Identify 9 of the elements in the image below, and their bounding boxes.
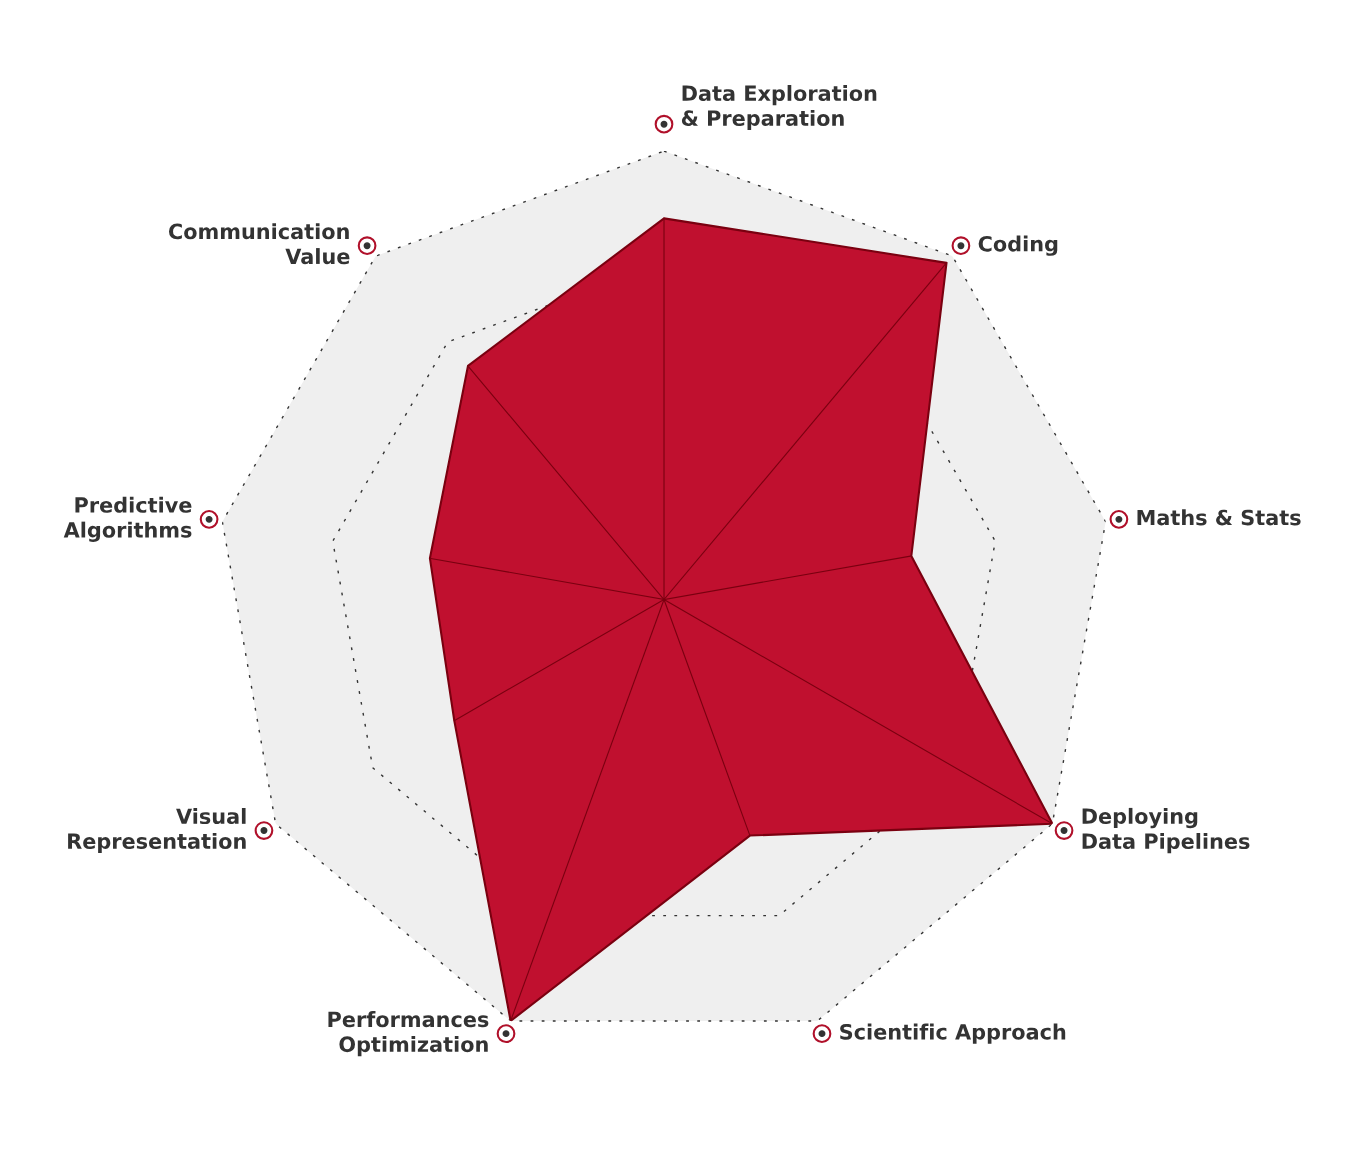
spoke-label: Deploying Data Pipelines [1082, 807, 1250, 854]
spoke-label: Data Exploration & Preparation [681, 84, 877, 131]
spoke-label: Maths & Stats [1137, 509, 1301, 526]
spoke-label: Predictive Algorithms [63, 496, 192, 542]
spoke-label: Visual Representation [68, 807, 246, 854]
spoke-label: Coding [978, 235, 1058, 256]
spoke-label: Scientific Approach [840, 1023, 1066, 1044]
spoke-label: Performances Optimization [328, 1011, 489, 1057]
spoke-label: Communication Value [168, 223, 350, 265]
